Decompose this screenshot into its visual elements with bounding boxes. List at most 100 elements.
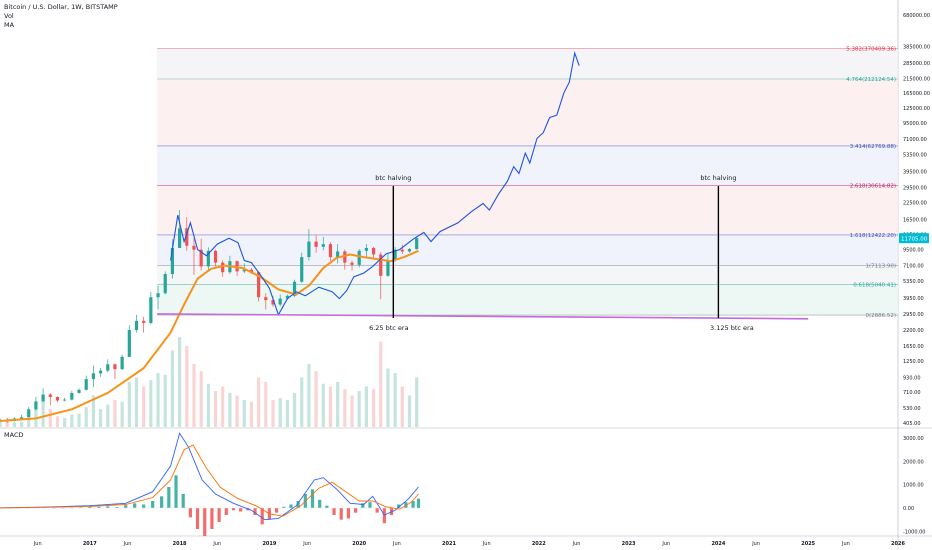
time-tick-label: Jun xyxy=(841,541,850,547)
macd-histogram-bar xyxy=(282,506,286,508)
volume-bar xyxy=(400,386,404,427)
volume-bar xyxy=(235,395,239,427)
candle-body xyxy=(321,244,325,247)
macd-histogram-bar xyxy=(217,508,221,522)
candle-body xyxy=(149,297,153,323)
volume-bar xyxy=(41,401,45,427)
volume-bar xyxy=(371,389,376,427)
candle-body xyxy=(34,401,38,410)
candle-body xyxy=(127,330,131,357)
time-tick-label: Jun xyxy=(33,541,42,547)
macd-title: MACD xyxy=(4,431,23,439)
volume-bar xyxy=(34,407,38,427)
symbol-title[interactable]: Bitcoin / U.S. Dollar, 1W, BITSTAMP xyxy=(4,3,118,11)
fib-zone xyxy=(157,48,898,80)
price-tick-label: 71000.00 xyxy=(903,137,927,143)
macd-histogram-bar xyxy=(325,505,329,508)
time-tick-label: 2019 xyxy=(262,541,276,547)
price-tick-label: 2200.00 xyxy=(903,328,924,334)
candle-body xyxy=(55,397,60,401)
volume-bar xyxy=(120,401,124,427)
price-tick-label: 2950.00 xyxy=(903,312,924,318)
candle-body xyxy=(199,249,203,267)
price-tick-label: 530.00 xyxy=(903,406,921,412)
candle-body xyxy=(343,251,347,263)
macd-histogram-bar xyxy=(274,508,279,513)
macd-histogram-bar xyxy=(181,494,185,508)
volume-indicator-label[interactable]: Vol xyxy=(4,12,14,20)
time-tick-label: 2017 xyxy=(83,541,97,547)
macd-histogram-bar xyxy=(318,499,322,508)
fib-level-label: 2.618(30614.82) xyxy=(850,183,896,189)
macd-histogram-bar xyxy=(79,507,83,508)
price-tick-label: 125000.00 xyxy=(903,106,930,112)
projection-line xyxy=(170,50,580,317)
candle-body xyxy=(371,247,376,255)
fib-zone xyxy=(157,185,898,235)
volume-bar xyxy=(98,409,103,427)
volume-bar xyxy=(249,401,254,427)
volume-bar xyxy=(314,371,318,427)
volume-bar xyxy=(300,377,304,427)
price-tick-label: 1650.00 xyxy=(903,344,924,350)
candle-body xyxy=(221,262,225,273)
fib-level-label: 1.618(12422.20) xyxy=(850,233,896,239)
volume-bar xyxy=(213,391,218,427)
macd-histogram-bar xyxy=(382,508,386,524)
volume-bar xyxy=(307,364,311,427)
price-tick-label: 165000.00 xyxy=(903,91,930,97)
candle-body xyxy=(386,260,390,276)
volume-bar xyxy=(84,407,88,427)
time-axis: Jun 2017 Jun 2018 Jun 2019 Jun 2020 Jun 2021 Jun 20… xyxy=(33,541,906,547)
macd-histogram-bar xyxy=(339,508,343,520)
moving-average-line xyxy=(0,249,419,422)
candle-body xyxy=(415,238,419,250)
candle-body xyxy=(271,299,275,305)
candle-body xyxy=(379,254,383,276)
macd-histogram-bar xyxy=(260,508,264,525)
macd-histogram-bar xyxy=(397,504,401,508)
macd-histogram-bar xyxy=(310,489,315,508)
volume-bar xyxy=(206,383,210,427)
macd-histogram-bar xyxy=(210,508,214,529)
macd-histogram-bar xyxy=(142,504,146,508)
time-tick-label: 2022 xyxy=(532,541,546,547)
candle-body xyxy=(106,364,110,371)
macd-histogram-bar xyxy=(195,508,200,529)
macd-tick-label: 0.00 xyxy=(903,506,914,512)
time-tick-label: Jun xyxy=(392,541,401,547)
macd-tick-label: 3000.00 xyxy=(903,436,924,442)
time-tick-label: Jun xyxy=(212,541,221,547)
macd-histogram-bar xyxy=(151,501,155,508)
volume-bars xyxy=(0,337,419,427)
volume-bar xyxy=(379,341,383,427)
candle-body xyxy=(350,262,354,265)
volume-bar xyxy=(134,377,139,427)
volume-bar xyxy=(55,416,60,427)
macd-histogram-bar xyxy=(88,506,92,508)
volume-bar xyxy=(70,414,74,427)
fib-level-label: 4.764(212124.54) xyxy=(846,77,896,83)
price-tick-label: 1250.00 xyxy=(903,359,924,365)
macd-histogram-bar xyxy=(416,498,421,508)
candle-body xyxy=(91,373,95,380)
volume-bar xyxy=(192,364,196,427)
volume-bar xyxy=(170,350,175,427)
price-tick-label: 5350.00 xyxy=(903,279,924,285)
candle-body xyxy=(19,417,24,419)
ma-indicator-label[interactable]: MA xyxy=(4,21,15,29)
time-tick-label: 2023 xyxy=(622,541,636,547)
fib-retracement: 5.382(370409.36) 4.764(212124.54) 3.414(62… xyxy=(157,46,898,319)
volume-bar xyxy=(357,391,361,427)
candle-body xyxy=(178,228,182,248)
candle-body xyxy=(41,394,45,402)
time-tick-label: 2018 xyxy=(173,541,187,547)
candle-body xyxy=(328,244,333,258)
volume-bar xyxy=(19,421,24,427)
macd-histogram-bar xyxy=(174,475,178,508)
price-tick-label: 7100.00 xyxy=(903,264,924,270)
price-axis-panel xyxy=(898,0,932,550)
price-tick-label: 215000.00 xyxy=(903,76,930,82)
